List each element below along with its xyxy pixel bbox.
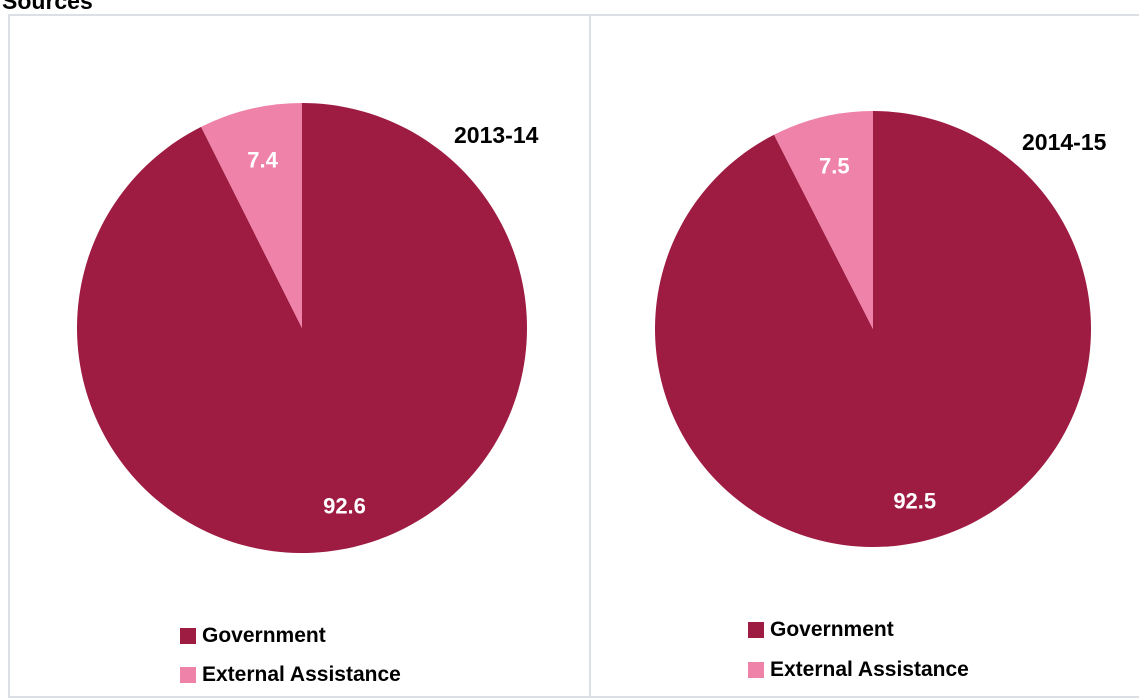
legend-label: External Assistance [770,658,969,681]
chart-panel-2014-15: 92.5 7.5 2014-15 Government External Assi… [589,14,1139,698]
legend-swatch-external [180,667,196,683]
pie-slice-external-assistance [774,111,873,329]
legend-swatch-government [748,622,764,638]
legend-swatch-external [748,662,764,678]
data-label: 92.5 [893,489,936,514]
legend-item-government: Government [748,618,894,642]
legend-item-external-assistance: External Assistance [748,658,969,682]
pie-slice-external-assistance [201,103,302,328]
data-label: 92.6 [323,493,366,518]
legend-label: Government [202,624,326,647]
page-heading: Sources [2,0,93,14]
legend-swatch-government [180,628,196,644]
chart-title: 2014-15 [1022,129,1107,155]
legend-label: Government [770,618,894,641]
legend-item-government: Government [180,624,326,648]
chart-panel-2013-14: 92.6 7.4 2013-14 Government External Assi… [8,14,591,698]
legend-label: External Assistance [202,663,401,686]
chart-title: 2013-14 [454,122,539,148]
legend-item-external-assistance: External Assistance [180,663,401,687]
data-label: 7.5 [819,154,850,179]
pie-chart-2013-14: 92.6 7.4 [77,103,528,553]
data-label: 7.4 [247,147,278,172]
pie-chart-2014-15: 92.5 7.5 [655,111,1091,547]
